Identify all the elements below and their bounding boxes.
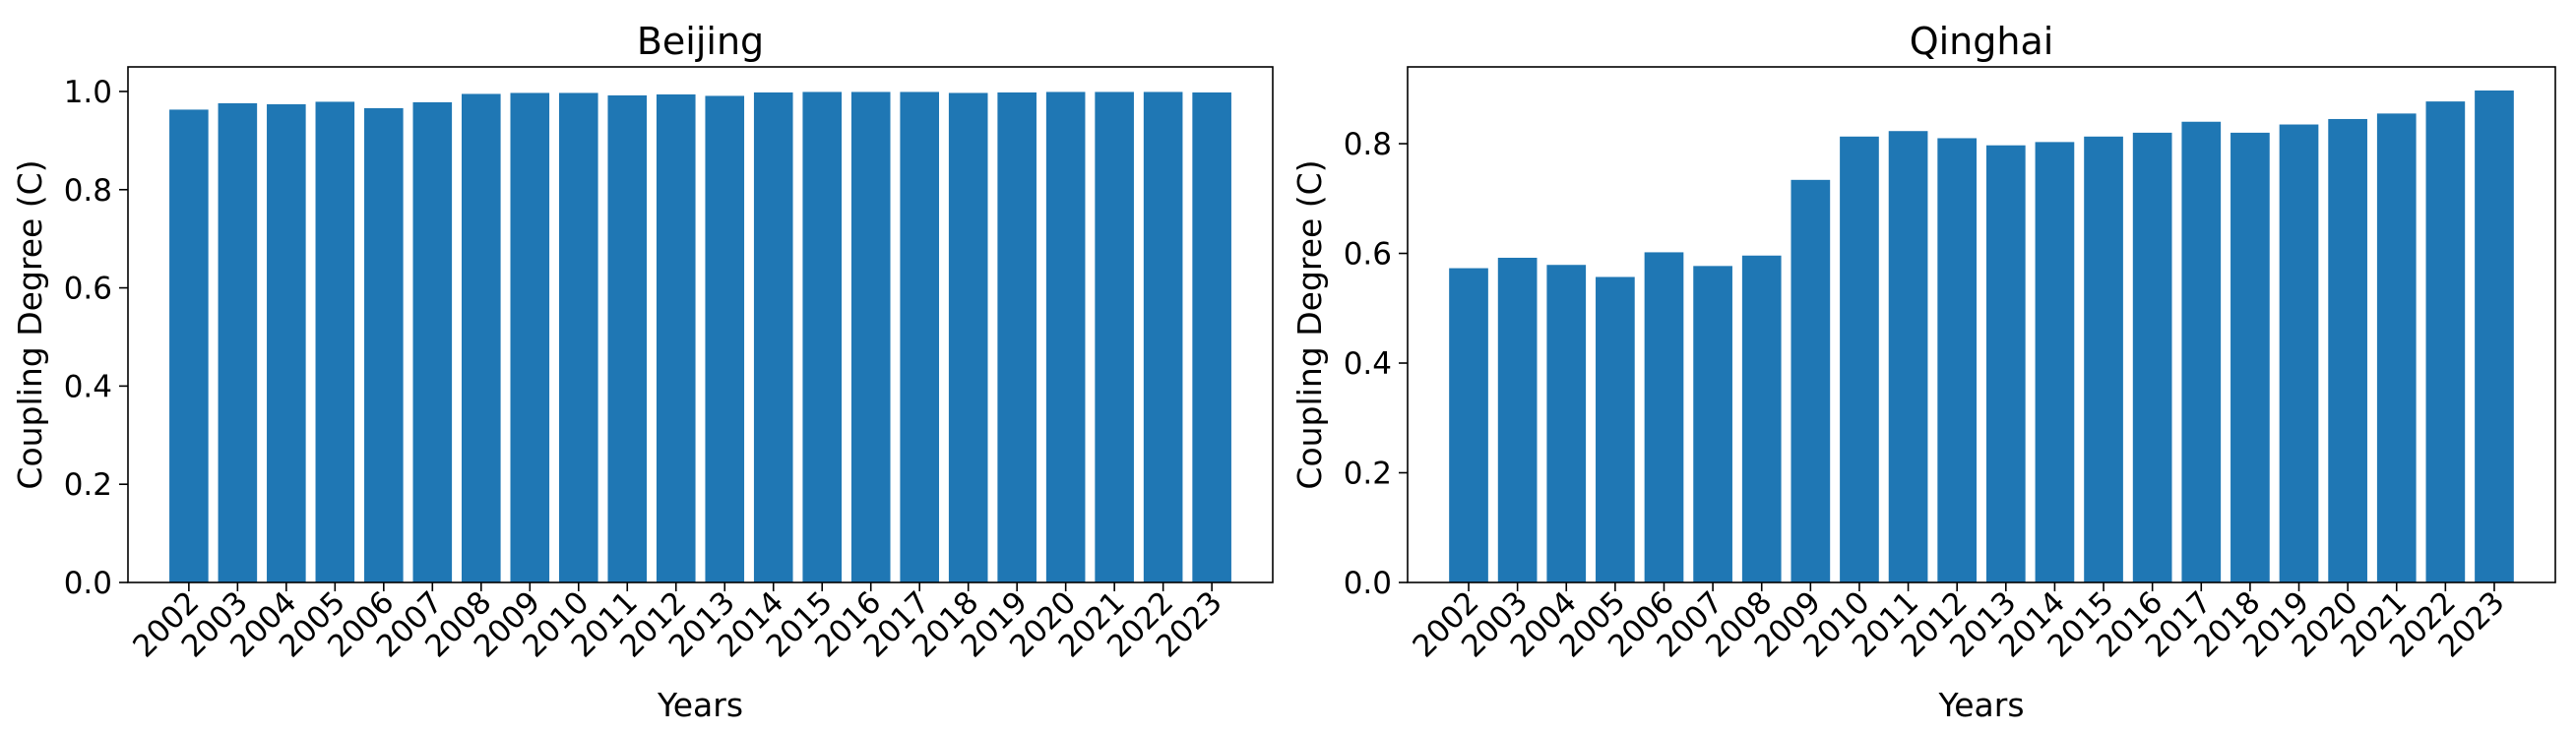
y-axis-label: Coupling Degree (C) [11, 159, 49, 489]
bar-2002 [169, 109, 209, 583]
y-tick-label: 0.6 [1344, 237, 1392, 273]
y-tick-label: 0.2 [64, 467, 112, 503]
y-tick-label: 0.6 [64, 272, 112, 307]
bar-2019 [2279, 124, 2319, 582]
bar-2022 [1143, 92, 1183, 582]
bar-2010 [558, 92, 598, 582]
bar-2017 [900, 92, 939, 582]
bar-2023 [2475, 90, 2514, 582]
y-tick-label: 0.4 [1344, 346, 1392, 382]
bar-2011 [1888, 131, 1928, 582]
plot-frame [1407, 66, 2556, 583]
bar-2013 [705, 95, 745, 582]
bar-2014 [2035, 142, 2075, 582]
y-tick-label: 0.2 [1344, 457, 1392, 492]
chart-title: Qinghai [1910, 20, 2054, 63]
bar-2021 [2376, 113, 2417, 582]
bar-2011 [607, 94, 648, 582]
bar-2022 [2425, 101, 2466, 583]
y-tick-label: 0.0 [64, 566, 112, 601]
bar-2012 [1937, 138, 1978, 582]
y-tick-label: 0.0 [1344, 566, 1392, 601]
bar-2019 [997, 92, 1037, 582]
bar-2009 [1791, 179, 1831, 582]
bar-2016 [850, 92, 891, 582]
bar-2004 [267, 103, 306, 583]
plot-frame [127, 66, 1274, 583]
bar-2017 [2181, 121, 2222, 583]
bar-2016 [2132, 132, 2172, 582]
bar-2015 [2084, 136, 2123, 583]
bar-2023 [1192, 92, 1231, 582]
bar-2003 [218, 102, 258, 583]
bar-2021 [1095, 92, 1134, 582]
bar-2015 [802, 92, 843, 582]
bar-2018 [2230, 132, 2270, 582]
bar-2007 [1693, 266, 1732, 582]
bar-2007 [412, 101, 453, 583]
bar-2008 [1741, 255, 1782, 582]
bar-2009 [510, 92, 550, 582]
y-axis-label: Coupling Degree (C) [1290, 159, 1329, 489]
y-tick-label: 1.0 [64, 75, 112, 110]
y-tick-label: 0.8 [64, 173, 112, 209]
chart-panel-qinghai: 0.00.20.40.60.82002200320042005200620072… [1290, 20, 2556, 724]
bar-2006 [1644, 252, 1684, 582]
y-tick-label: 0.8 [1344, 127, 1392, 162]
bar-2003 [1497, 257, 1538, 582]
bar-2008 [462, 93, 501, 582]
bar-2002 [1449, 268, 1488, 582]
bar-2005 [1596, 276, 1635, 582]
bar-2006 [364, 107, 404, 583]
chart-title: Beijing [637, 20, 764, 63]
x-axis-label: Years [1937, 686, 2024, 724]
bar-2010 [1840, 136, 1879, 583]
bar-2020 [2328, 118, 2367, 583]
bar-2020 [1045, 92, 1086, 582]
x-axis-label: Years [657, 686, 743, 724]
bar-2004 [1546, 265, 1587, 582]
bar-2014 [753, 92, 793, 582]
chart-panel-beijing: 0.00.20.40.60.81.02002200320042005200620… [11, 20, 1274, 724]
bar-2018 [948, 92, 988, 582]
bar-2012 [656, 93, 696, 582]
bar-2005 [315, 101, 355, 583]
y-tick-label: 0.4 [64, 369, 112, 404]
bar-2013 [1985, 145, 2026, 582]
